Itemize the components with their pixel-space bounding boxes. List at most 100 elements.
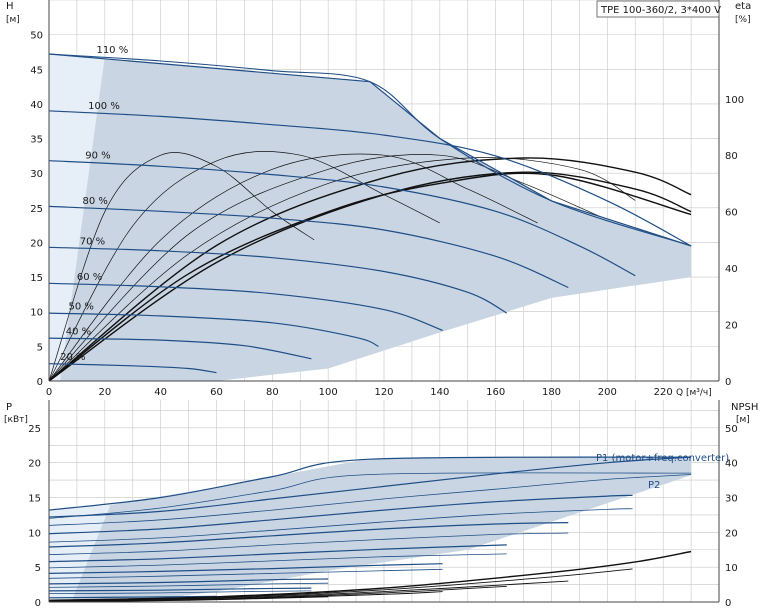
x-tick-label: 0 bbox=[46, 387, 52, 398]
y2-axis-title: eta bbox=[735, 1, 751, 12]
chart-title: TPE 100-360/2, 3*400 V bbox=[600, 5, 721, 16]
head-curve bbox=[48, 160, 636, 277]
y-tick-label: 45 bbox=[30, 65, 43, 76]
top-min-flow-area bbox=[49, 54, 105, 381]
p-tick-label: 20 bbox=[28, 459, 41, 470]
y2-tick-label: 80 bbox=[725, 151, 738, 162]
speed-label: 90 % bbox=[85, 151, 110, 162]
eta-curve bbox=[48, 157, 636, 382]
npsh-curve bbox=[48, 580, 569, 602]
y-tick-label: 0 bbox=[37, 377, 43, 388]
npsh-tick-label: 20 bbox=[725, 528, 738, 539]
head-curve bbox=[48, 246, 508, 314]
p1-curve bbox=[48, 456, 692, 518]
y2-tick-label: 40 bbox=[725, 264, 738, 275]
p1-curve bbox=[48, 595, 217, 599]
npsh-curve bbox=[48, 550, 692, 601]
bottom-axes bbox=[48, 400, 720, 603]
y2-tick-label: 60 bbox=[725, 208, 738, 219]
p2-curve bbox=[48, 532, 569, 555]
p1-curve bbox=[48, 544, 507, 563]
chart-title-box bbox=[596, 0, 720, 18]
top-axes bbox=[48, 0, 720, 382]
p-axis-unit: [кВт] bbox=[4, 415, 28, 425]
p-tick-label: 5 bbox=[35, 563, 41, 574]
npsh-tick-label: 0 bbox=[725, 598, 731, 609]
y2-tick-label: 0 bbox=[725, 377, 731, 388]
y-tick-label: 15 bbox=[30, 273, 43, 284]
x-tick-label: 120 bbox=[374, 387, 393, 398]
p1-annotation: P1 (motor+freq.converter) bbox=[596, 453, 729, 464]
npsh-axis-unit: [м] bbox=[736, 415, 750, 425]
head-curve bbox=[48, 282, 443, 331]
speed-label: 100 % bbox=[88, 101, 120, 112]
npsh-tick-label: 30 bbox=[725, 494, 738, 505]
head-curve bbox=[48, 110, 692, 247]
y-tick-label: 50 bbox=[30, 31, 43, 42]
eta-curve bbox=[48, 157, 692, 382]
p2-curve bbox=[48, 568, 443, 579]
top-operating-area bbox=[49, 54, 692, 381]
top-head-curves bbox=[48, 53, 692, 374]
head-curve bbox=[48, 205, 569, 289]
p2-curve bbox=[48, 474, 692, 526]
p-tick-label: 10 bbox=[28, 528, 41, 539]
head-curve bbox=[48, 363, 217, 374]
y-tick-label: 5 bbox=[37, 342, 43, 353]
speed-label: 20 % bbox=[60, 352, 85, 363]
y-axis-title: H bbox=[6, 1, 14, 12]
x-tick-label: 60 bbox=[210, 387, 223, 398]
max-curve-edge bbox=[48, 53, 692, 247]
y2-tick-label: 100 bbox=[725, 95, 744, 106]
p-tick-label: 0 bbox=[35, 598, 41, 609]
npsh-tick-label: 50 bbox=[725, 424, 738, 435]
npsh-tick-label: 10 bbox=[725, 563, 738, 574]
x-tick-label: 200 bbox=[598, 387, 617, 398]
p1-curve bbox=[48, 578, 329, 585]
y2-tick-label: 20 bbox=[725, 321, 738, 332]
y-tick-label: 35 bbox=[30, 135, 43, 146]
speed-label: 110 % bbox=[96, 45, 128, 56]
x-tick-label: 180 bbox=[542, 387, 561, 398]
p1-curve bbox=[48, 456, 692, 511]
x-tick-label: 160 bbox=[486, 387, 505, 398]
p2-curve bbox=[48, 582, 329, 588]
npsh-axis-title: NPSH bbox=[731, 402, 758, 413]
x-tick-label: 140 bbox=[430, 387, 449, 398]
top-envelope bbox=[49, 54, 692, 381]
bottom-power-curves bbox=[48, 456, 692, 603]
speed-label: 50 % bbox=[69, 302, 94, 313]
p1-curve bbox=[48, 587, 312, 592]
p-axis-title: P bbox=[6, 402, 12, 413]
x-tick-label: 100 bbox=[319, 387, 338, 398]
y-tick-label: 40 bbox=[30, 100, 43, 111]
p-tick-label: 15 bbox=[28, 494, 41, 505]
y2-axis-unit: [%] bbox=[735, 15, 751, 25]
head-curve bbox=[48, 312, 379, 347]
x-tick-label: 80 bbox=[266, 387, 279, 398]
speed-label: 60 % bbox=[77, 272, 102, 283]
eta-curve bbox=[48, 153, 538, 382]
x-axis-title: Q [м³/ч] bbox=[676, 388, 712, 398]
p2-curve bbox=[48, 472, 692, 519]
p2-annotation: P2 bbox=[648, 480, 660, 491]
x-tick-label: 20 bbox=[98, 387, 111, 398]
y-tick-label: 20 bbox=[30, 238, 43, 249]
top-efficiency-curves bbox=[48, 151, 692, 382]
y-tick-label: 25 bbox=[30, 204, 43, 215]
top-tick-labels: 110 % 100 % 90 % 80 % 70 % 60 % 50 % 40 % 20 % 0 2… bbox=[30, 31, 744, 398]
head-curve bbox=[48, 337, 312, 360]
p2-curve bbox=[48, 508, 633, 543]
p1-curve bbox=[48, 563, 443, 574]
y-tick-label: 10 bbox=[30, 308, 43, 319]
npsh-curve bbox=[48, 596, 329, 603]
bottom-tick-labels: 0 5 10 15 20 25 0 10 20 30 40 50 bbox=[28, 424, 737, 609]
p2-curve bbox=[48, 553, 507, 569]
speed-label: 40 % bbox=[66, 326, 91, 337]
p2-curve bbox=[48, 590, 312, 594]
speed-label: 70 % bbox=[80, 236, 105, 247]
eta-curve bbox=[48, 154, 602, 382]
x-tick-label: 40 bbox=[154, 387, 167, 398]
